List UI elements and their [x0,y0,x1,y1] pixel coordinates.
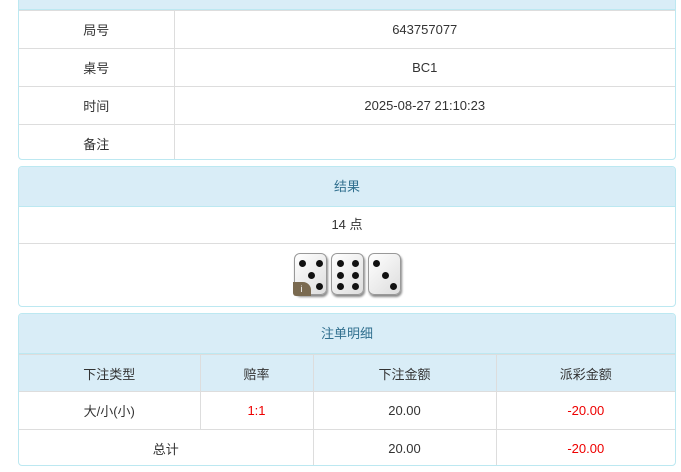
die-pip [381,271,389,279]
time-label: 时间 [19,86,175,125]
dice-row: i [19,244,675,306]
total-label: 总计 [19,429,314,465]
die-pip [351,271,359,279]
info-panel-header [19,0,675,10]
round-value: 643757077 [173,10,675,49]
bet-title: 注单明细 [19,314,675,354]
bet-payout: -20.00 [495,391,675,430]
total-row: 总计 20.00 -20.00 [19,429,675,465]
col-odds: 赔率 [199,354,314,392]
info-row-remark: 备注 [19,124,675,159]
die-pip [315,283,323,291]
col-bet-type: 下注类型 [19,354,201,392]
bet-amount: 20.00 [312,391,497,430]
result-title: 结果 [19,167,675,207]
bet-panel: 注单明细 下注类型 赔率 下注金额 派彩金额 大/小(小) 1:1 20.00 … [18,313,676,466]
info-row-round: 局号 643757077 [19,10,675,49]
bet-table: 下注类型 赔率 下注金额 派彩金额 大/小(小) 1:1 20.00 -20.0… [19,354,675,465]
info-table: 局号 643757077 桌号 BC1 时间 2025-08-27 21:10:23 … [19,10,675,159]
bet-header-row: 下注类型 赔率 下注金额 派彩金额 [19,354,675,392]
die-pip [337,259,345,267]
die-pip [307,271,315,279]
info-row-table: 桌号 BC1 [19,48,675,87]
bet-row: 大/小(小) 1:1 20.00 -20.00 [19,391,675,430]
result-points: 14 点 [19,207,675,244]
die-pip [351,283,359,291]
remark-label: 备注 [19,124,175,159]
round-label: 局号 [19,10,175,49]
info-badge-icon[interactable]: i [292,282,311,296]
die-5: i [292,253,327,296]
total-amount: 20.00 [312,429,497,465]
info-row-time: 时间 2025-08-27 21:10:23 [19,86,675,125]
bet-type: 大/小(小) [19,391,201,430]
die-pip [299,259,307,267]
time-value: 2025-08-27 21:10:23 [173,86,675,125]
table-value: BC1 [173,48,675,87]
die-pip [337,283,345,291]
die-3 [367,253,401,295]
die-pip [389,283,397,291]
table-label: 桌号 [19,48,175,87]
die-pip [373,259,381,267]
die-pip [337,271,345,279]
die-pip [351,259,359,267]
die-6 [330,253,364,295]
die-pip [315,259,323,267]
total-payout: -20.00 [495,429,675,465]
info-panel: 局号 643757077 桌号 BC1 时间 2025-08-27 21:10:23 … [18,0,676,160]
result-panel: 结果 14 点 i [18,166,676,307]
col-amount: 下注金额 [312,354,497,392]
remark-value [173,124,675,159]
bet-odds: 1:1 [199,391,314,430]
col-payout: 派彩金额 [495,354,675,392]
